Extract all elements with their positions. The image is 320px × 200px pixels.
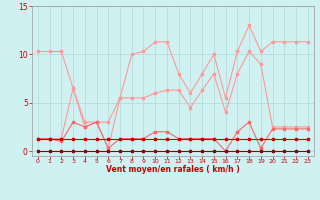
X-axis label: Vent moyen/en rafales ( km/h ): Vent moyen/en rafales ( km/h ) [106,165,240,174]
